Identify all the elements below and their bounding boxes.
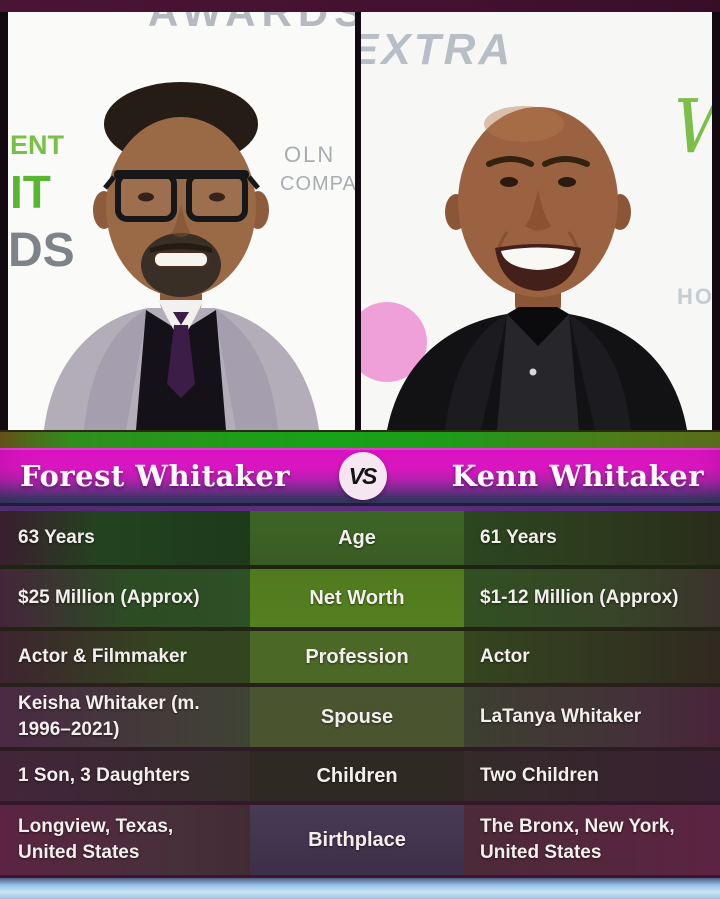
- forest-birthplace-value: Longview, Texas, United States: [0, 805, 250, 875]
- table-row-birthplace: Longview, Texas, United States Birthplac…: [0, 805, 720, 875]
- jacket-lapel-left: [445, 314, 507, 430]
- comparison-table: 63 Years Age 61 Years $25 Million (Appro…: [0, 511, 720, 878]
- table-row-profession: Actor & Filmmaker Profession Actor: [0, 631, 720, 683]
- attribute-label-spouse: Spouse: [250, 687, 464, 747]
- photo-kenn-whitaker: EXTRA W HOP: [361, 12, 712, 430]
- right-eye: [558, 177, 576, 187]
- forest-whitaker-portrait: AWARDS ENT IT DS OLN COMPAN: [8, 12, 355, 430]
- table-row-children: 1 Son, 3 Daughters Children Two Children: [0, 751, 720, 801]
- photo-panel: AWARDS ENT IT DS OLN COMPAN: [0, 12, 720, 430]
- vs-header-bar: Forest Whitaker VS Kenn Whitaker: [0, 448, 720, 506]
- table-row-spouse: Keisha Whitaker (m. 1996–2021) Spouse La…: [0, 687, 720, 747]
- backdrop-text-w: W: [673, 84, 712, 170]
- forest-spouse-value: Keisha Whitaker (m. 1996–2021): [0, 687, 250, 747]
- shirt: [497, 314, 579, 430]
- backdrop-text-oln: OLN: [284, 142, 335, 167]
- backdrop-text-ds: DS: [8, 224, 75, 277]
- left-person-name: Forest Whitaker: [20, 458, 291, 493]
- backdrop-text-awards: AWARDS: [148, 12, 355, 35]
- shirt-collar: [507, 307, 569, 346]
- backdrop-text-compan: COMPAN: [280, 173, 355, 195]
- kenn-children-value: Two Children: [464, 751, 720, 801]
- attribute-label-birthplace: Birthplace: [250, 805, 464, 875]
- kenn-figure: [387, 106, 687, 430]
- head-highlight: [484, 106, 564, 142]
- nose: [525, 190, 551, 231]
- forest-figure: [44, 82, 319, 430]
- bottom-blue-bar: [0, 878, 720, 899]
- kenn-birthplace-value: The Bronx, New York, United States: [464, 805, 720, 875]
- vs-badge: VS: [339, 452, 387, 500]
- table-row-net-worth: $25 Million (Approx) Net Worth $1-12 Mil…: [0, 569, 720, 627]
- left-eye: [500, 177, 518, 187]
- kenn-net-worth-value: $1-12 Million (Approx): [464, 569, 720, 627]
- attribute-label-children: Children: [250, 751, 464, 801]
- forest-profession-value: Actor & Filmmaker: [0, 631, 250, 683]
- backdrop-text-it: IT: [10, 166, 51, 218]
- right-person-name: Kenn Whitaker: [451, 458, 704, 493]
- top-border-strip: [0, 0, 720, 12]
- glasses-left-lens: [115, 172, 177, 222]
- kenn-whitaker-portrait: EXTRA W HOP: [361, 12, 712, 430]
- attribute-label-profession: Profession: [250, 631, 464, 683]
- tie-knot: [173, 312, 189, 325]
- forest-age-value: 63 Years: [0, 511, 250, 565]
- shirt-button: [529, 368, 537, 376]
- right-eyebrow: [542, 156, 590, 167]
- teeth: [501, 247, 575, 270]
- table-row-age: 63 Years Age 61 Years: [0, 511, 720, 565]
- photo-forest-whitaker: AWARDS ENT IT DS OLN COMPAN: [8, 12, 355, 430]
- suit-lapel-left: [84, 308, 148, 430]
- glasses-right-lens: [186, 172, 248, 222]
- smile: [153, 251, 209, 268]
- forest-children-value: 1 Son, 3 Daughters: [0, 751, 250, 801]
- backdrop-text-hop: HOP: [677, 284, 712, 309]
- jacket-lapel-right: [569, 314, 631, 430]
- backdrop-text-ent: ENT: [10, 130, 65, 160]
- kenn-profession-value: Actor: [464, 631, 720, 683]
- kenn-age-value: 61 Years: [464, 511, 720, 565]
- pink-logo-circle: [361, 302, 427, 382]
- right-eye: [209, 192, 225, 202]
- mustache: [150, 243, 212, 253]
- left-eyebrow: [486, 156, 534, 167]
- left-eye: [138, 192, 154, 202]
- vs-label: VS: [348, 462, 378, 489]
- tie-blade: [167, 325, 195, 398]
- purple-divider-strip: [0, 506, 720, 511]
- forest-net-worth-value: $25 Million (Approx): [0, 569, 250, 627]
- kenn-spouse-value: LaTanya Whitaker: [464, 687, 720, 747]
- glasses-temples: [103, 175, 260, 190]
- suit-lapel-right: [214, 308, 278, 430]
- attribute-label-net-worth: Net Worth: [250, 569, 464, 627]
- nose: [171, 204, 191, 237]
- green-divider-strip: [0, 430, 720, 448]
- attribute-label-age: Age: [250, 511, 464, 565]
- glasses-top-bar: [114, 170, 249, 179]
- backdrop-text-extra: EXTRA: [361, 25, 513, 74]
